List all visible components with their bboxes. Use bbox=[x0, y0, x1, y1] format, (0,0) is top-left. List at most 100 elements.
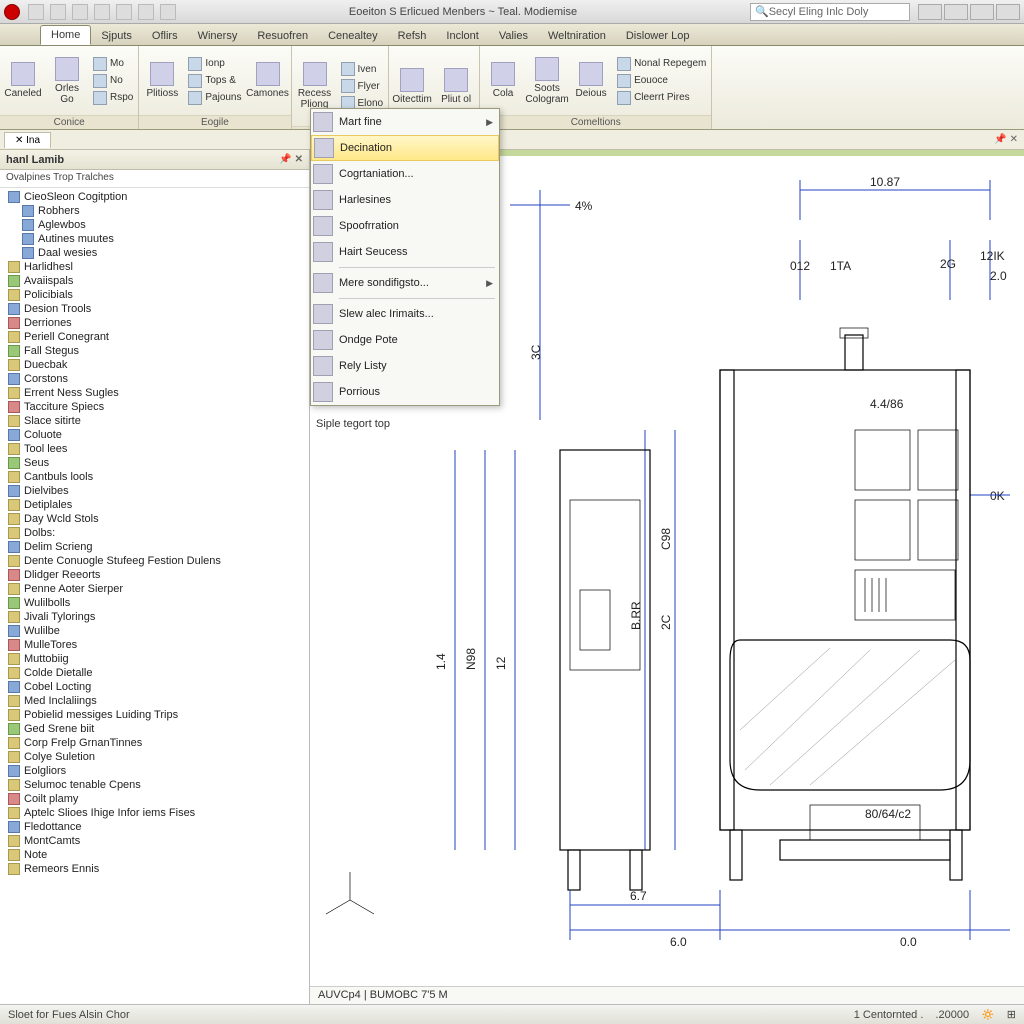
menu-item[interactable]: Slew alec Irimaits... bbox=[311, 301, 499, 327]
tree-item[interactable]: Corstons bbox=[0, 372, 309, 386]
ribbon-small-button[interactable]: Cleerrt Pires bbox=[614, 90, 709, 106]
ribbon-button[interactable]: Plitioss bbox=[141, 48, 183, 113]
tree-item[interactable]: Delim Scrieng bbox=[0, 540, 309, 554]
ribbon-button[interactable]: Deious bbox=[570, 48, 612, 113]
tree-item[interactable]: Avaiispals bbox=[0, 274, 309, 288]
ribbon-tab[interactable]: Oflirs bbox=[142, 27, 188, 45]
ribbon-tab[interactable]: Home bbox=[40, 25, 91, 45]
ribbon-small-button[interactable]: Tops & bbox=[185, 73, 244, 89]
ribbon-small-button[interactable]: No bbox=[90, 73, 136, 89]
ribbon-tab[interactable]: Cenealtey bbox=[318, 27, 388, 45]
tree-item[interactable]: Fall Stegus bbox=[0, 344, 309, 358]
ribbon-tab[interactable]: Weltniration bbox=[538, 27, 616, 45]
ribbon-button[interactable]: Cola bbox=[482, 48, 524, 113]
menu-item[interactable]: Cogrtaniation... bbox=[311, 161, 499, 187]
ribbon-tab[interactable]: Inclont bbox=[436, 27, 488, 45]
qat-icon[interactable] bbox=[160, 4, 176, 20]
tree-item[interactable]: Cantbuls lools bbox=[0, 470, 309, 484]
tree-item[interactable]: MontCamts bbox=[0, 834, 309, 848]
ribbon-small-button[interactable]: Flyer bbox=[338, 78, 387, 94]
tree-item[interactable]: Slace sitirte bbox=[0, 414, 309, 428]
menu-item[interactable]: Harlesines bbox=[311, 187, 499, 213]
ribbon-button[interactable]: Camones bbox=[247, 48, 289, 113]
tree-item[interactable]: Wulilbolls bbox=[0, 596, 309, 610]
tree-item[interactable]: Eolgliors bbox=[0, 764, 309, 778]
status-icon[interactable]: 🔅 bbox=[981, 1008, 995, 1021]
tree-item[interactable]: Coilt plamy bbox=[0, 792, 309, 806]
tree-item[interactable]: Dielvibes bbox=[0, 484, 309, 498]
app-logo-icon[interactable] bbox=[4, 4, 20, 20]
pin-icon[interactable]: 📌 ✕ bbox=[994, 134, 1018, 145]
ribbon-tab[interactable]: Winersy bbox=[188, 27, 248, 45]
ribbon-tab[interactable]: Resuofren bbox=[247, 27, 318, 45]
menu-item[interactable]: Rely Listy bbox=[311, 353, 499, 379]
ribbon-tab[interactable]: Sjputs bbox=[91, 27, 142, 45]
ribbon-small-button[interactable]: Ionp bbox=[185, 56, 244, 72]
ribbon-button[interactable]: Caneled bbox=[2, 48, 44, 113]
tree-item[interactable]: Colye Suletion bbox=[0, 750, 309, 764]
tree-item[interactable]: Penne Aoter Sierper bbox=[0, 582, 309, 596]
menu-item[interactable]: Spoofrration bbox=[311, 213, 499, 239]
qat-icon[interactable] bbox=[72, 4, 88, 20]
ribbon-tab[interactable]: Dislower Lop bbox=[616, 27, 700, 45]
tree-item[interactable]: Robhers bbox=[0, 204, 309, 218]
side-close-icon[interactable]: 📌 ✕ bbox=[279, 154, 303, 165]
ribbon-small-button[interactable]: Iven bbox=[338, 61, 387, 77]
tree-item[interactable]: Fledottance bbox=[0, 820, 309, 834]
menu-item[interactable]: Decination bbox=[311, 135, 499, 161]
ribbon-small-button[interactable]: Rspo bbox=[90, 90, 136, 106]
nav-back-icon[interactable] bbox=[918, 4, 942, 20]
ribbon-small-button[interactable]: Pajouns bbox=[185, 90, 244, 106]
menu-item[interactable]: Porrious bbox=[311, 379, 499, 405]
tree-item[interactable]: Muttobiig bbox=[0, 652, 309, 666]
menu-item[interactable]: Mart fine▶ bbox=[311, 109, 499, 135]
tree-item[interactable]: Wulilbe bbox=[0, 624, 309, 638]
tree-item[interactable]: CieoSleon Cogitption bbox=[0, 190, 309, 204]
tree-item[interactable]: Harlidhesl bbox=[0, 260, 309, 274]
menu-item[interactable]: Hairt Seucess bbox=[311, 239, 499, 265]
tree-item[interactable]: Colde Dietalle bbox=[0, 666, 309, 680]
tree-item[interactable]: Cobel Locting bbox=[0, 680, 309, 694]
qat-icon[interactable] bbox=[28, 4, 44, 20]
tree-item[interactable]: MulleTores bbox=[0, 638, 309, 652]
tree-item[interactable]: Desion Trools bbox=[0, 302, 309, 316]
tree-item[interactable]: Aptelc Slioes Ihige Infor iems Fises bbox=[0, 806, 309, 820]
menu-item[interactable]: Mere sondifigsto...▶ bbox=[311, 270, 499, 296]
menu-item[interactable]: Ondge Pote bbox=[311, 327, 499, 353]
tree-item[interactable]: Policibials bbox=[0, 288, 309, 302]
ribbon-tab[interactable]: Refsh bbox=[388, 27, 437, 45]
tree-item[interactable]: Remeors Ennis bbox=[0, 862, 309, 876]
maximize-icon[interactable] bbox=[996, 4, 1020, 20]
tree-item[interactable]: Detiplales bbox=[0, 498, 309, 512]
tree-item[interactable]: Periell Conegrant bbox=[0, 330, 309, 344]
ribbon-tab[interactable]: Valies bbox=[489, 27, 538, 45]
tree-item[interactable]: Dente Conuogle Stufeeg Festion Dulens bbox=[0, 554, 309, 568]
tree-item[interactable]: Tool lees bbox=[0, 442, 309, 456]
tree-item[interactable]: Corp Frelp GrnanTinnes bbox=[0, 736, 309, 750]
tree-item[interactable]: Derriones bbox=[0, 316, 309, 330]
ribbon-small-button[interactable]: Eouoce bbox=[614, 73, 709, 89]
ribbon-small-button[interactable]: Mo bbox=[90, 56, 136, 72]
status-icon[interactable]: ⊞ bbox=[1007, 1008, 1016, 1021]
ribbon-small-button[interactable]: Nonal Repegem bbox=[614, 56, 709, 72]
tree-item[interactable]: Tacciture Spiecs bbox=[0, 400, 309, 414]
nav-fwd-icon[interactable] bbox=[944, 4, 968, 20]
tree-item[interactable]: Pobielid messiges Luiding Trips bbox=[0, 708, 309, 722]
qat-icon[interactable] bbox=[138, 4, 154, 20]
minimize-icon[interactable] bbox=[970, 4, 994, 20]
tree-item[interactable]: Selumoc tenable Cpens bbox=[0, 778, 309, 792]
tree-item[interactable]: Coluote bbox=[0, 428, 309, 442]
qat-icon[interactable] bbox=[116, 4, 132, 20]
tree-item[interactable]: Jivali Tylorings bbox=[0, 610, 309, 624]
tree-item[interactable]: Med Inclaliings bbox=[0, 694, 309, 708]
tree-item[interactable]: Aglewbos bbox=[0, 218, 309, 232]
tree-item[interactable]: Dolbs: bbox=[0, 526, 309, 540]
tree-item[interactable]: Daal wesies bbox=[0, 246, 309, 260]
tree-item[interactable]: Day Wcld Stols bbox=[0, 512, 309, 526]
tree-item[interactable]: Ged Srene biit bbox=[0, 722, 309, 736]
ribbon-button[interactable]: Soots Cologram bbox=[526, 48, 568, 113]
ribbon-button[interactable]: Orles Go bbox=[46, 48, 88, 113]
tree-item[interactable]: Seus bbox=[0, 456, 309, 470]
tree-item[interactable]: Note bbox=[0, 848, 309, 862]
tree-item[interactable]: Errent Ness Sugles bbox=[0, 386, 309, 400]
